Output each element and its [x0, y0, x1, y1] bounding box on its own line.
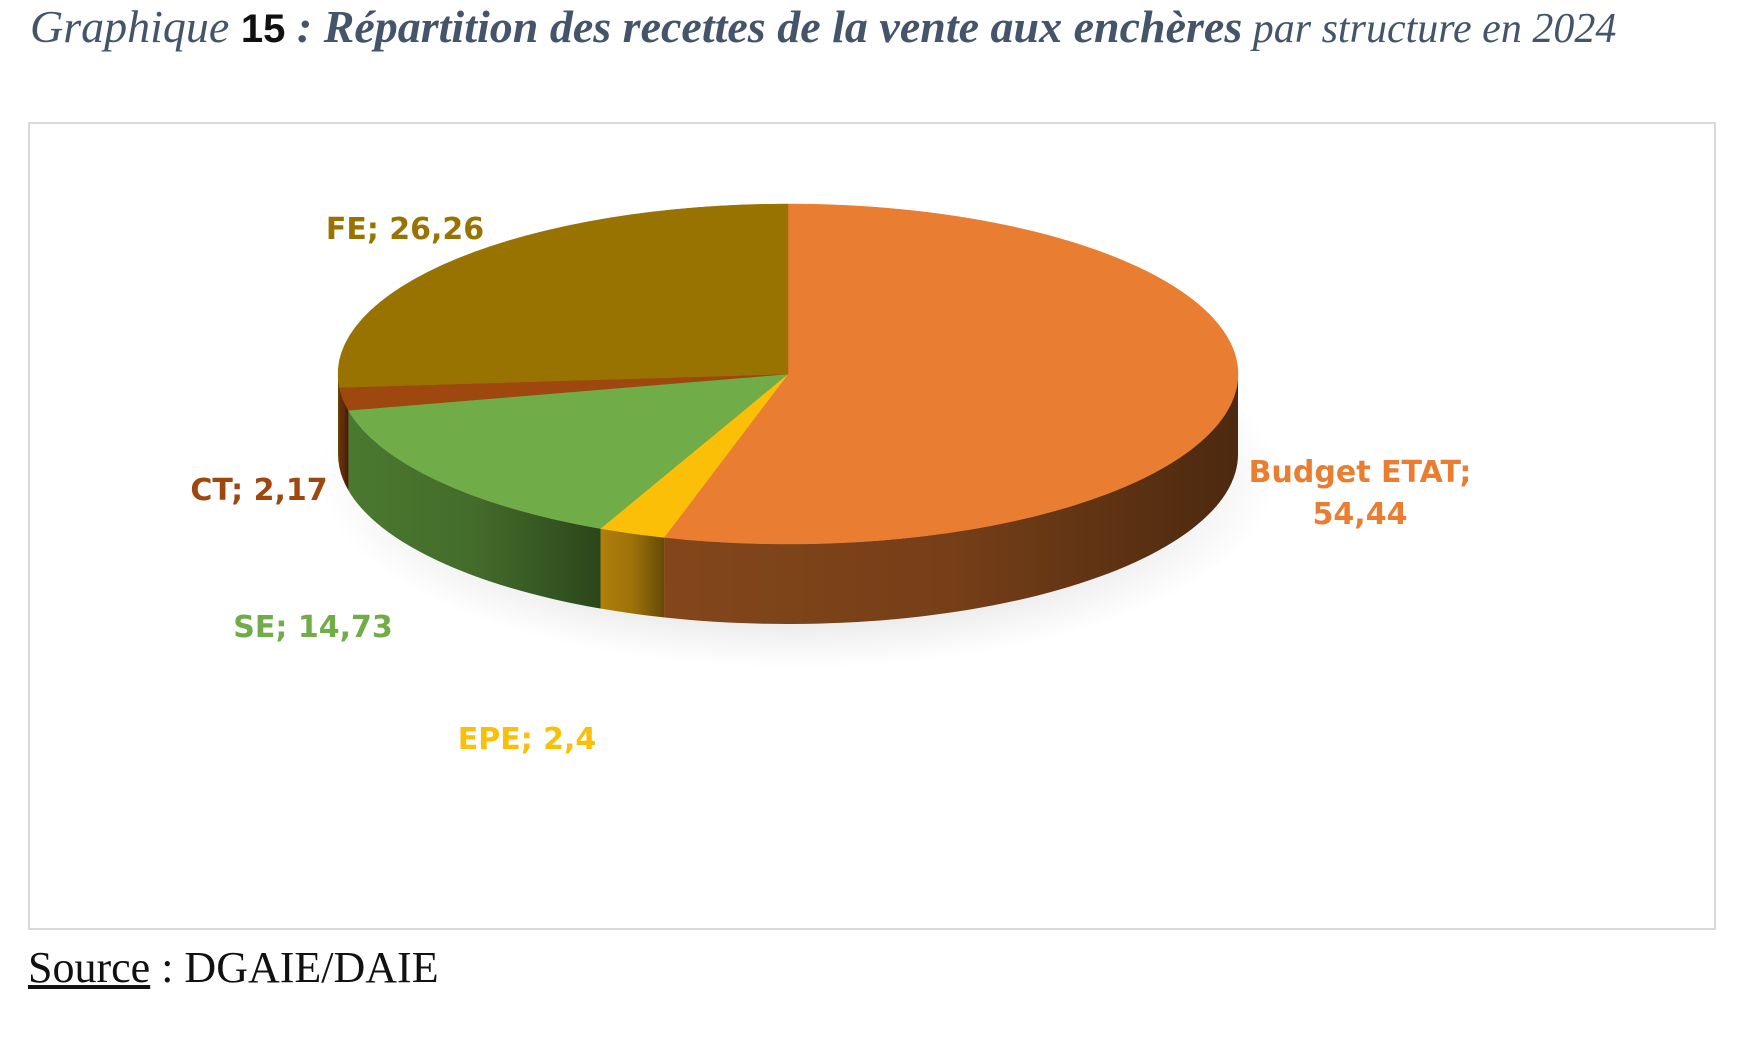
slice-side-shade-se: [348, 410, 601, 609]
chart-title: Graphique 15 : Répartition des recettes …: [30, 2, 1730, 54]
title-number: 15: [240, 7, 286, 51]
data-label-line: Budget ETAT;: [1249, 455, 1472, 490]
slice-side-shade-fe: [338, 374, 340, 468]
slice-budget-etat[interactable]: [663, 203, 1239, 545]
slice-side-shade-epe: [600, 528, 665, 618]
slice-fe[interactable]: [337, 203, 789, 388]
data-label-ct: CT; 2,17: [190, 473, 327, 508]
slice-side-shade-budget-etat: [664, 374, 1238, 625]
data-label-epe: EPE; 2,4: [458, 722, 597, 757]
source-value: DGAIE/DAIE: [184, 943, 439, 992]
source-separator: :: [150, 943, 185, 992]
data-label-line: 54,44: [1313, 497, 1408, 532]
pie-chart: Budget ETAT; 54,44 EPE; 2,4 SE; 14,73 CT; 2,…: [190, 203, 1472, 757]
source-note: Source : DGAIE/DAIE: [28, 942, 439, 993]
data-label-line: EPE; 2,4: [458, 722, 597, 757]
data-label-line: FE; 26,26: [326, 212, 484, 247]
title-suffix: par structure en 2024: [1242, 6, 1617, 52]
data-label-budget-etat: Budget ETAT; 54,44: [1249, 455, 1472, 532]
slice-side-shade-ct: [339, 387, 349, 491]
data-label-line: CT; 2,17: [190, 473, 327, 508]
data-label-fe: FE; 26,26: [326, 212, 484, 247]
data-label-se: SE; 14,73: [233, 610, 392, 645]
title-main: : Répartition des recettes de la vente a…: [285, 1, 1243, 52]
slice-se[interactable]: [347, 373, 789, 529]
title-prefix: Graphique: [30, 1, 241, 52]
chart-area: Budget ETAT; 54,44 EPE; 2,4 SE; 14,73 CT; 2,…: [28, 122, 1716, 930]
source-label: Source: [28, 943, 151, 992]
data-label-line: SE; 14,73: [233, 610, 392, 645]
